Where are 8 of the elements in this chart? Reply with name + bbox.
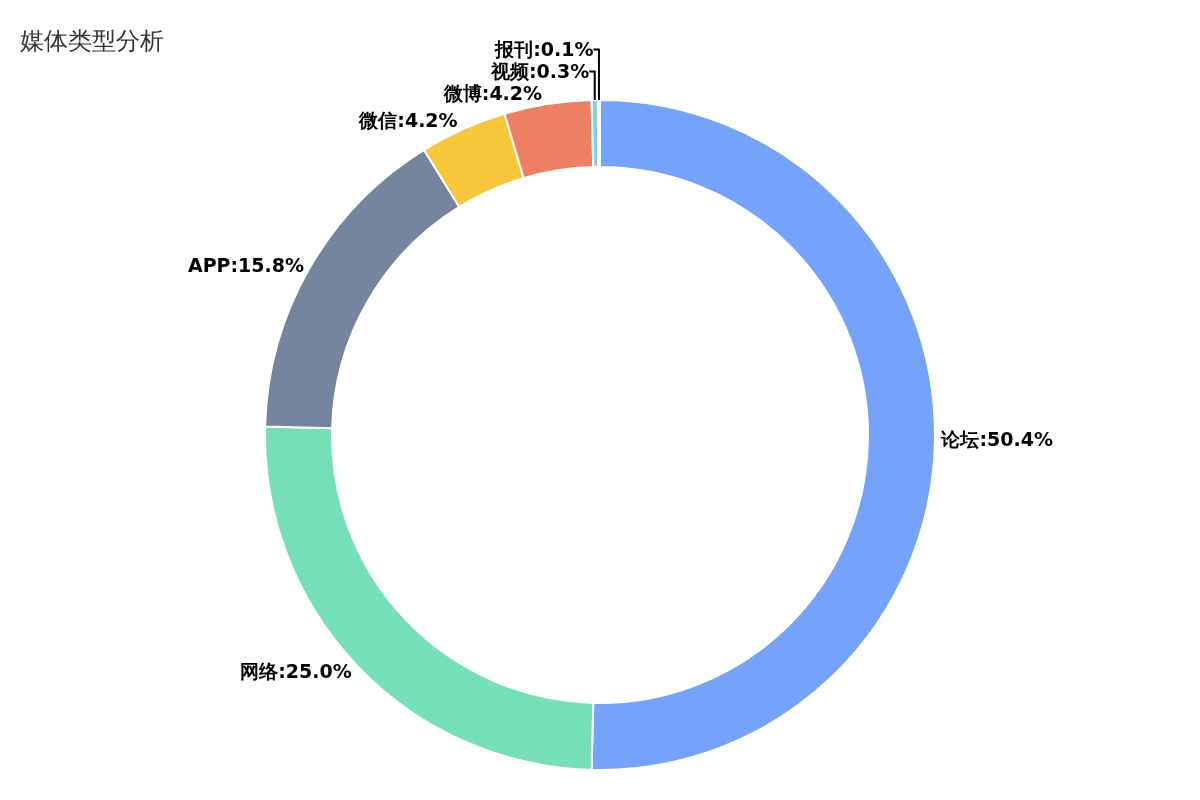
slice-label: 论坛:50.4% <box>940 428 1053 451</box>
slice-label: 报刊:0.1% <box>494 38 594 61</box>
slice-label: 视频:0.3% <box>489 60 590 83</box>
slice-label: 网络:25.0% <box>240 660 352 683</box>
slice-label: APP:15.8% <box>187 254 305 277</box>
chart-title: 媒体类型分析 <box>20 26 165 55</box>
slice-label: 微信:4.2% <box>358 109 458 132</box>
slice-label: 微博:4.2% <box>442 82 543 105</box>
